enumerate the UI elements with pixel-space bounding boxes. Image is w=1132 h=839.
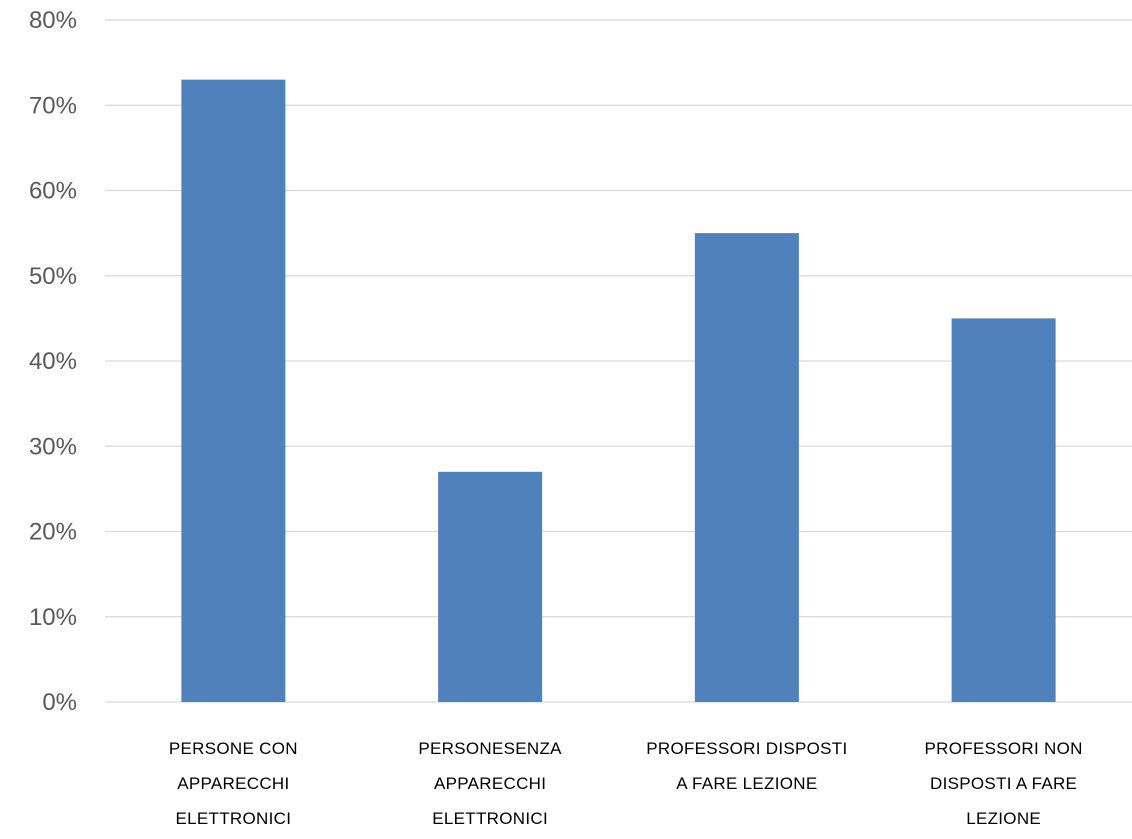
y-tick-label: 80% [29, 7, 77, 34]
x-tick-label-line: PROFESSORI NON [925, 739, 1083, 758]
x-tick-label-line: ELETTRONICI [176, 809, 292, 828]
x-tick-label-line: APPARECCHI [434, 774, 546, 793]
y-tick-label: 20% [29, 519, 77, 546]
y-tick-label: 0% [42, 689, 77, 716]
x-tick-label-line: A FARE LEZIONE [676, 774, 817, 793]
y-tick-label: 70% [29, 92, 77, 119]
x-tick-label-2: PERSONESENZA APPARECCHI ELETTRONICI [418, 739, 562, 828]
x-axis-category-labels: PERSONE CON APPARECCHI ELETTRONICIPERSONES… [169, 739, 1083, 828]
x-tick-label-3: PROFESSORI DISPOSTI A FARE LEZIONE [646, 739, 847, 793]
y-axis-tick-labels: 0% 10% 20% 30% 40% 50% 60% 70% 80% [29, 7, 77, 716]
x-tick-label-line: PROFESSORI DISPOSTI [646, 739, 847, 758]
y-tick-label: 60% [29, 178, 77, 205]
bar-4 [951, 318, 1056, 702]
x-tick-label-line: APPARECCHI [177, 774, 289, 793]
y-tick-label: 50% [29, 263, 77, 290]
bar-3 [694, 233, 799, 702]
y-tick-label: 30% [29, 433, 77, 460]
x-tick-label-line: PERSONE CON [169, 739, 298, 758]
y-tick-label: 40% [29, 348, 77, 375]
bar-1 [181, 79, 286, 703]
bars [181, 79, 1056, 703]
x-tick-label-1: PERSONE CON APPARECCHI ELETTRONICI [169, 739, 298, 828]
bar-2 [438, 471, 543, 702]
x-tick-label-line: PERSONESENZA [418, 739, 562, 758]
y-tick-label: 10% [29, 604, 77, 631]
x-tick-label-line: ELETTRONICI [432, 809, 548, 828]
x-tick-label-4: PROFESSORI NON DISPOSTI A FARE LEZIONE [925, 739, 1083, 828]
x-tick-label-line: DISPOSTI A FARE [930, 774, 1077, 793]
x-tick-label-line: LEZIONE [966, 809, 1041, 828]
